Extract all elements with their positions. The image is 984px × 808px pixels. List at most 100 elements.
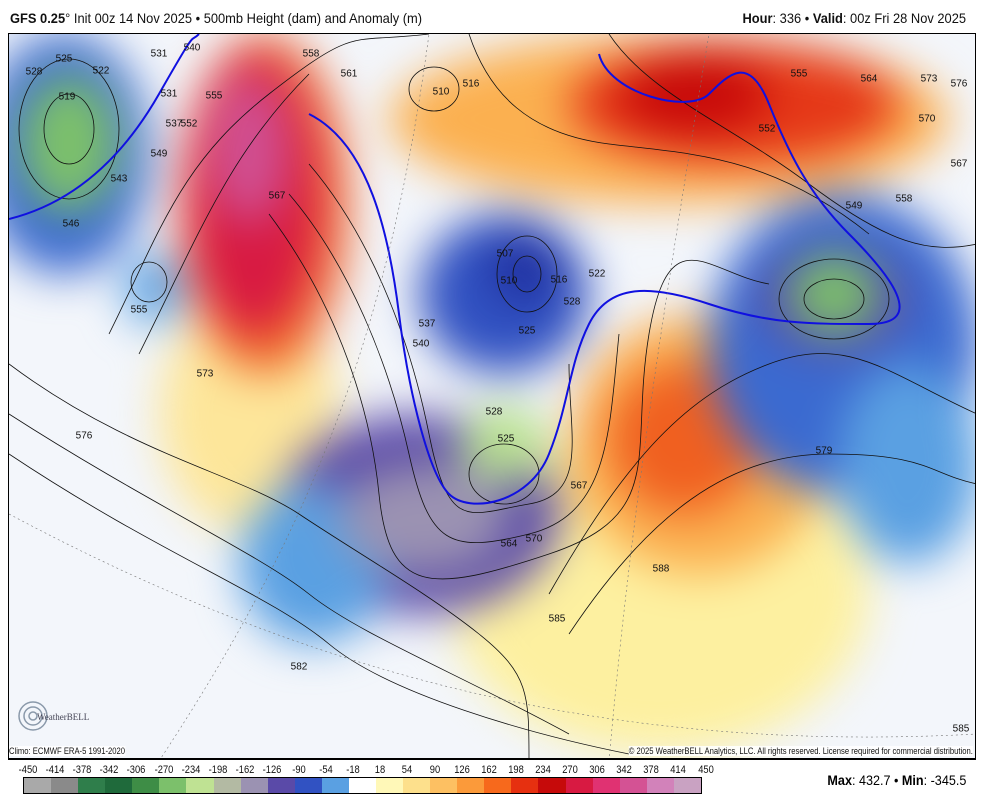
contour-label: 546 [62, 218, 80, 230]
colorbar-tick-label: -270 [154, 764, 173, 776]
contour-label: 525 [497, 433, 515, 445]
colorbar-tick-label: 162 [480, 764, 497, 776]
contour-label: 555 [130, 304, 148, 316]
contour-label: 540 [412, 338, 430, 350]
colorbar-swatch [213, 778, 241, 793]
colorbar-swatch [159, 778, 187, 793]
contour-label: 552 [758, 123, 776, 135]
climo-credit: Climo: ECMWF ERA-5 1991-2020 [9, 746, 126, 756]
colorbar-tick-label: -234 [181, 764, 200, 776]
colorbar-swatch [376, 778, 404, 793]
anomaly-map: 531 528 525 519 522 531 537 540 555 552 549 543 546 5… [8, 33, 976, 760]
copyright-notice: © 2025 WeatherBELL Analytics, LLC. All r… [628, 746, 973, 756]
colorbar-ticks: -450 -414 -378 -342 -306 -270 -234 -198 -162 -126… [16, 764, 714, 778]
contour-label: 570 [918, 113, 936, 125]
contour-label: 540 [183, 42, 201, 54]
colorbar-swatch [646, 778, 674, 793]
colorbar-swatch [78, 778, 106, 793]
contour-label: 576 [950, 78, 968, 90]
colorbar-swatch [294, 778, 322, 793]
colorbar-tick-label: -90 [292, 764, 306, 776]
contour-label: 531 [150, 48, 168, 60]
contour-label: 516 [550, 274, 568, 286]
colorbar-swatch [267, 778, 295, 793]
colorbar-swatch [132, 778, 160, 793]
contour-label: 564 [860, 73, 878, 85]
svg-text:WeatherBELL: WeatherBELL [37, 712, 89, 722]
contour-label: 543 [110, 173, 128, 185]
colorbar-swatch [105, 778, 133, 793]
contour-label: 570 [525, 533, 543, 545]
colorbar-tick-label: 90 [429, 764, 440, 776]
colorbar-tick-label: 414 [670, 764, 687, 776]
colorbar-tick-label: 450 [697, 764, 714, 776]
colorbar-swatch [673, 778, 701, 793]
contour-label: 552 [180, 118, 198, 130]
contour-label: 567 [570, 480, 588, 492]
contour-label: 564 [500, 538, 518, 550]
colorbar-swatch [565, 778, 593, 793]
colorbar-tick-label: 270 [562, 764, 578, 776]
colorbar-tick-label: 198 [507, 764, 524, 776]
contour-label: 525 [518, 325, 536, 337]
colorbar-tick-label: -450 [18, 764, 38, 776]
contour-label: 579 [815, 445, 833, 457]
colorbar-tick-label: 18 [375, 764, 386, 776]
colorbar-swatch [51, 778, 79, 793]
colorbar-tick-label: -378 [72, 764, 92, 776]
colorbar-swatch [538, 778, 566, 793]
colorbar-tick-label: -414 [45, 764, 65, 776]
contour-label: 555 [790, 68, 808, 80]
contour-label: 528 [563, 296, 581, 308]
contour-label: 555 [205, 90, 223, 102]
chart-title: GFS 0.25° Init 00z 14 Nov 2025 • 500mb H… [10, 10, 423, 26]
anomaly-shading [9, 34, 975, 758]
colorbar-swatch [186, 778, 214, 793]
contour-label: 528 [485, 406, 503, 418]
max-min-stats: Max: 432.7 • Min: -345.5 [827, 772, 966, 788]
colorbar-tick-label: 234 [535, 764, 551, 776]
contour-label: 522 [588, 268, 606, 280]
valid-time: Hour: 336 • Valid: 00z Fri 28 Nov 2025 [742, 10, 966, 26]
colorbar-swatch [321, 778, 349, 793]
contour-label: 549 [150, 148, 168, 160]
colorbar-tick-label: -162 [235, 764, 255, 776]
colorbar-tick-label: -342 [99, 764, 119, 776]
contour-label: 528 [25, 66, 43, 78]
contour-label: 573 [920, 73, 938, 85]
colorbar-swatch [511, 778, 539, 793]
colorbar-tick-label: 342 [616, 764, 632, 776]
colorbar-swatch [430, 778, 458, 793]
contour-label: 585 [952, 723, 970, 735]
colorbar-tick-label: -198 [208, 764, 228, 776]
contour-label: 573 [196, 368, 214, 380]
contour-label: 567 [268, 190, 286, 202]
colorbar-swatch [240, 778, 268, 793]
colorbar-tick-label: -306 [127, 764, 146, 776]
contour-label: 576 [75, 430, 93, 442]
colorbar-tick-label: 378 [643, 764, 660, 776]
height-contours [9, 34, 975, 758]
contour-label: 537 [418, 318, 436, 330]
colorbar-swatch [403, 778, 431, 793]
colorbar-swatch [484, 778, 512, 793]
colorbar-tick-label: 306 [589, 764, 605, 776]
contour-label: 522 [92, 65, 110, 77]
colorbar-swatch [24, 778, 52, 793]
colorbar-tick-label: 126 [453, 764, 470, 776]
contour-label: 549 [845, 200, 863, 212]
contour-label: 510 [432, 86, 450, 98]
colorbar-swatch [592, 778, 620, 793]
weatherbell-logo: WeatherBELL [18, 701, 89, 731]
contour-label: 510 [500, 275, 518, 287]
contour-label: 588 [652, 563, 670, 575]
contour-label: 525 [55, 53, 73, 65]
contour-label: 507 [496, 248, 514, 260]
contour-label: 567 [950, 158, 968, 170]
contour-label: 516 [462, 78, 480, 90]
contour-label: 531 [160, 88, 178, 100]
colorbar-swatch [348, 778, 377, 793]
colorbar-tick-label: -126 [262, 764, 282, 776]
colorbar-tick-label: -18 [346, 764, 360, 776]
contour-label: 561 [340, 68, 358, 80]
